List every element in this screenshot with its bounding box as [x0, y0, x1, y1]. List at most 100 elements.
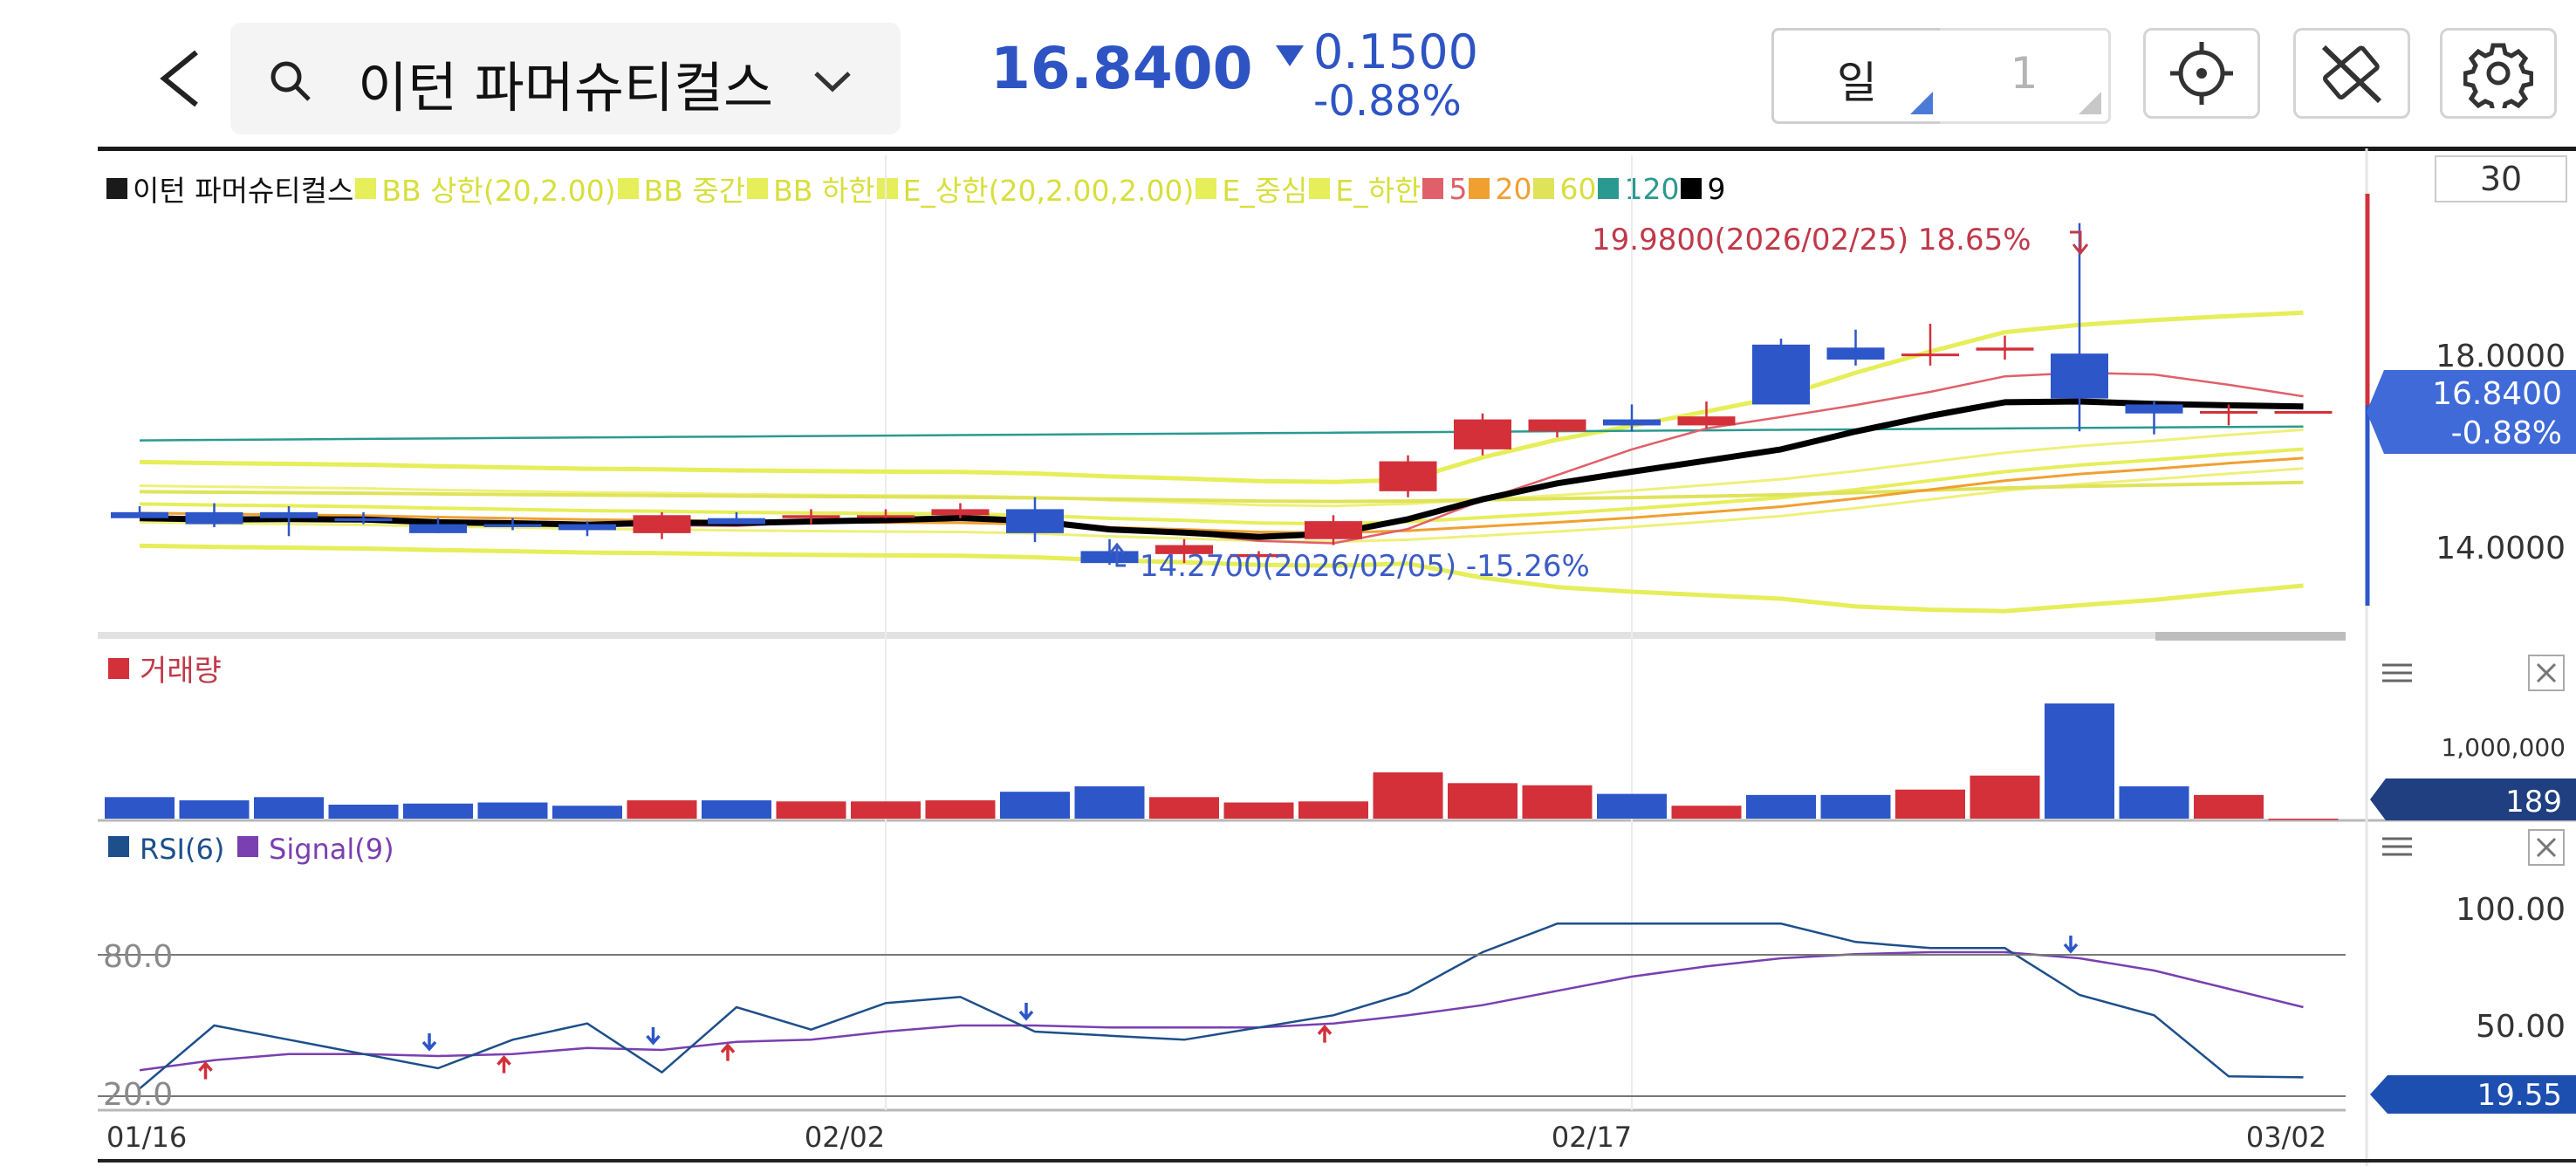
volume-bar [1000, 792, 1070, 819]
legend-swatch [1422, 178, 1444, 199]
x-label-0202: 02/02 [805, 1121, 885, 1154]
crosshair-icon [2170, 42, 2233, 105]
volume-bar [1223, 802, 1294, 819]
volume-close-icon[interactable] [2528, 655, 2565, 691]
rsi-close-icon[interactable] [2528, 829, 2565, 866]
legend-label: BB 상한(20,2.00) [381, 174, 616, 208]
legend-item: 9 [1681, 172, 1725, 206]
legend-swatch [876, 178, 898, 199]
volume-bar [179, 800, 250, 819]
volume-bar [1820, 794, 1891, 819]
signal-legend-swatch [237, 836, 258, 857]
legend-item: 이턴 파머슈티컬스 [106, 168, 353, 209]
candle-body [1006, 509, 1064, 533]
candle-body [111, 511, 168, 518]
indicator-lines [139, 310, 2304, 614]
price-change-pct: -0.88% [1313, 77, 1462, 126]
min-price-annotation: 14.2700(2026/02/05) -15.26% [1140, 549, 1590, 584]
corner-triangle-icon [1910, 92, 1933, 114]
sell-arrow-icon [2063, 936, 2079, 954]
volume-bar [1149, 797, 1219, 819]
stock-name: 이턴 파머슈티컬스 [358, 56, 774, 120]
legend-swatch [1469, 178, 1490, 199]
volume-bar [2194, 794, 2264, 819]
legend-item: 20 [1469, 172, 1531, 206]
candle-body [483, 524, 542, 527]
volume-legend-label: 거래량 [140, 654, 222, 689]
candle-body [1379, 461, 1437, 491]
candle-body [1230, 553, 1288, 558]
candle-body [1901, 353, 1959, 357]
back-button[interactable] [148, 39, 218, 118]
legend-item: BB 하한 [747, 168, 875, 209]
rsi-y-tick-100: 100.00 [2456, 892, 2566, 928]
down-triangle-icon [1276, 45, 1304, 66]
drawing-tool-button[interactable] [2293, 28, 2410, 119]
price-scrollbar[interactable] [2155, 632, 2346, 641]
rsi-line [139, 923, 2304, 1090]
candle-body [2125, 404, 2183, 414]
rsi-menu-icon[interactable] [2382, 837, 2412, 856]
legend-label: E_하한 [1335, 174, 1422, 208]
price-change-value: 0.1500 [1313, 24, 1478, 79]
volume-bar [1746, 794, 1816, 819]
candle-body [1080, 551, 1139, 564]
buy-arrow-icon [198, 1061, 213, 1080]
volume-menu-icon[interactable] [2382, 663, 2412, 682]
legend-label: 이턴 파머슈티컬스 [133, 174, 354, 208]
legend-item: BB 상한(20,2.00) [355, 168, 616, 209]
legend-swatch [1196, 178, 1217, 199]
legend-item: BB 중간 [617, 168, 746, 209]
legend-swatch [1309, 178, 1331, 199]
period-count-input[interactable]: 1 [1940, 28, 2111, 124]
volume-legend-swatch [108, 658, 129, 679]
volume-bar [1597, 793, 1667, 819]
settings-button[interactable] [2440, 28, 2557, 119]
candle-body [633, 515, 691, 533]
legend-label: 120 [1624, 171, 1680, 206]
buy-arrow-icon [1317, 1025, 1333, 1043]
candle-body [409, 524, 467, 533]
legend-swatch [747, 178, 769, 199]
candle-body [1976, 347, 2034, 351]
period-unit-select[interactable]: 일 [1771, 28, 1942, 124]
legend-swatch [617, 178, 639, 199]
volume-bar [328, 804, 399, 819]
axis-top-value: 30 [2435, 155, 2567, 202]
volume-bars [105, 703, 2339, 820]
candle-body [1528, 419, 1586, 432]
candle-body [260, 511, 318, 518]
volume-bar [552, 806, 622, 819]
x-label-0302: 03/02 [2246, 1121, 2326, 1154]
envelope-lower-line [139, 467, 2304, 544]
buy-arrow-icon [720, 1043, 736, 1061]
ma20-line [139, 456, 2304, 534]
candle-body [2051, 353, 2108, 399]
crosshair-button[interactable] [2143, 28, 2260, 119]
legend-label: BB 중간 [643, 174, 746, 208]
current-price: 16.8400 [990, 35, 1253, 102]
legend-swatch [106, 178, 127, 199]
header-divider [98, 147, 2576, 151]
max-arrow-icon [2070, 230, 2089, 256]
legend-item: 120 [1598, 172, 1679, 206]
ma120-line [139, 425, 2304, 442]
legend-item: 60 [1533, 172, 1596, 206]
period-count-value: 1 [2010, 48, 2038, 99]
x-label-0217: 02/17 [1552, 1121, 1632, 1154]
x-label-0116: 01/16 [106, 1121, 187, 1154]
rsi-level-80-label: 80.0 [103, 939, 173, 975]
candlesticks [111, 223, 2333, 566]
volume-bar [254, 797, 324, 819]
chevron-down-icon[interactable] [811, 65, 854, 99]
candle-body [857, 515, 915, 518]
ma60-line [139, 480, 2304, 504]
sell-arrow-icon [646, 1027, 661, 1046]
legend-label: BB 하한 [773, 174, 875, 208]
candle-body [931, 509, 990, 516]
price-y-tick-18: 18.0000 [2436, 339, 2566, 374]
chevron-left-icon [160, 50, 198, 107]
stock-search-box[interactable]: 이턴 파머슈티컬스 [230, 23, 901, 134]
volume-bar [1895, 789, 1965, 819]
